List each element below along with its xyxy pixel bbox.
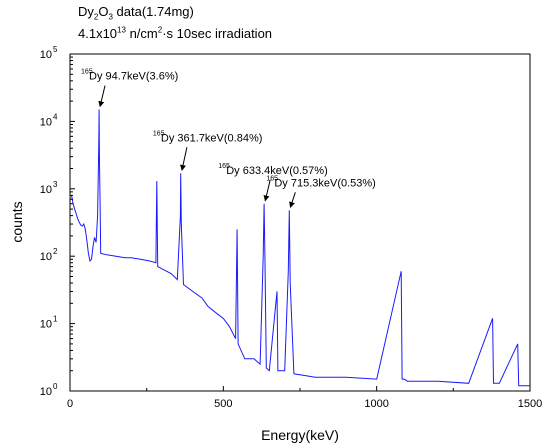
y-tick-exponent: 5	[53, 45, 58, 54]
plot-frame	[69, 53, 531, 392]
x-tick-label: 0	[67, 398, 73, 410]
y-tick-label: 10	[40, 386, 52, 398]
y-tick-label: 10	[40, 319, 52, 331]
x-tick-label: 500	[214, 398, 232, 410]
x-axis-label: Energy(keV)	[261, 427, 339, 443]
sample-mass: data(1.74mg)	[112, 4, 194, 19]
spectrum-series-line	[71, 109, 530, 387]
formula-part: Dy	[78, 4, 94, 19]
y-tick-label: 10	[40, 251, 52, 263]
header-line-1: Dy2O3 data(1.74mg)	[78, 4, 194, 22]
annotation-label: Dy 715.3keV(0.53%)	[274, 177, 376, 189]
formula-part: O	[98, 4, 109, 19]
annotation-arrow	[289, 192, 296, 208]
flux-mantissa: 4.1x10	[78, 26, 118, 41]
header-line-2: 4.1x1013 n/cm2·s 10sec irradiation	[78, 26, 272, 41]
annotation-label: Dy 361.7keV(0.84%)	[161, 132, 263, 144]
x-tick-label: 1000	[364, 398, 388, 410]
formula-subscript: 3	[108, 12, 113, 22]
y-tick-label: 10	[40, 116, 52, 128]
annotation-mass-number: 165	[218, 163, 230, 170]
flux-exponent: 13	[117, 25, 126, 35]
annotation-mass-number: 165	[266, 175, 278, 182]
annotation-mass-number: 165	[81, 69, 93, 76]
y-tick-base: 10	[40, 49, 52, 61]
irradiation-time: ·s 10sec irradiation	[162, 26, 273, 41]
annotation-mass-number: 165	[153, 130, 165, 137]
y-tick-base: 10	[40, 386, 52, 398]
formula-subscript: 2	[93, 12, 99, 22]
y-tick-label: 10	[40, 184, 52, 196]
annotation-arrow	[180, 147, 188, 172]
y-tick-base: 10	[40, 116, 52, 128]
y-tick-base: 10	[40, 251, 52, 263]
y-tick-exponent: 2	[53, 247, 58, 256]
annotation-label: Dy 94.7keV(3.6%)	[89, 71, 178, 83]
annotation-label: Dy 633.4keV(0.57%)	[226, 165, 328, 177]
y-tick-base: 10	[40, 184, 52, 196]
y-tick-exponent: 0	[53, 382, 58, 391]
flux-unit: n/cm	[125, 26, 158, 41]
y-tick-label: 10	[40, 49, 52, 61]
y-tick-base: 10	[40, 319, 52, 331]
y-tick-exponent: 4	[53, 112, 58, 121]
y-axis-label: counts	[9, 201, 25, 242]
y-tick-exponent: 3	[53, 180, 58, 189]
y-tick-exponent: 1	[53, 315, 58, 324]
series-group	[71, 109, 530, 387]
annotation-arrow	[263, 179, 271, 202]
annotation-arrow	[98, 85, 106, 108]
x-tick-label: 1500	[518, 398, 542, 410]
flux-unit-exponent: 2	[157, 25, 163, 35]
